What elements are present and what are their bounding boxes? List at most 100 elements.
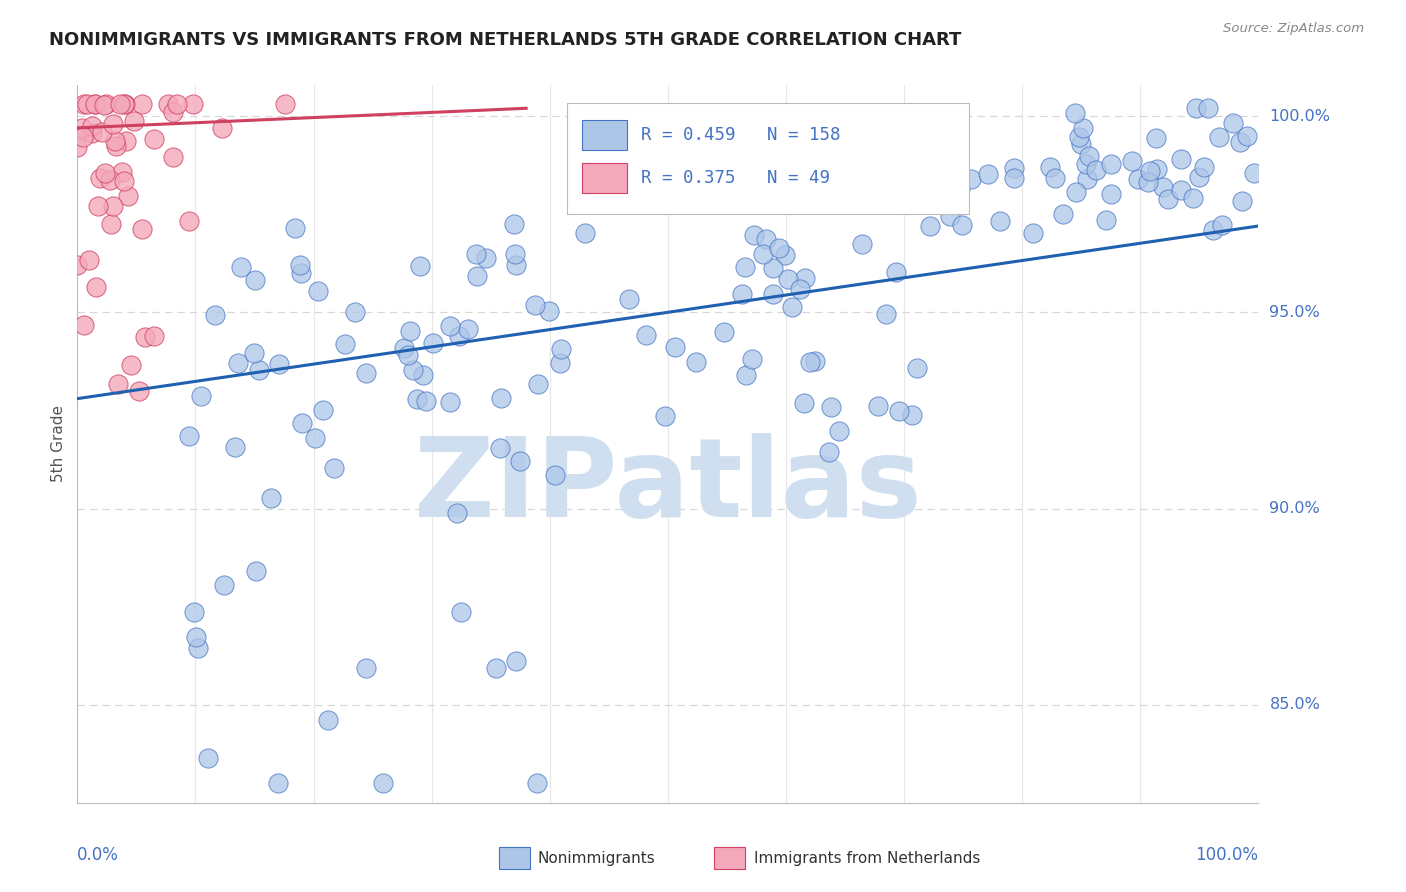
Point	[77, 253, 100, 268]
Point	[1076, 157, 1098, 171]
Point	[183, 606, 205, 620]
Point	[179, 214, 201, 228]
Point	[415, 393, 437, 408]
Point	[527, 377, 550, 392]
Point	[114, 97, 136, 112]
Text: R = 0.459   N = 158: R = 0.459 N = 158	[641, 126, 841, 144]
Point	[773, 248, 796, 262]
Point	[105, 138, 128, 153]
Point	[101, 199, 124, 213]
Point	[84, 97, 107, 112]
Point	[762, 286, 785, 301]
Point	[1181, 191, 1204, 205]
Point	[789, 187, 811, 202]
Point	[1070, 136, 1092, 151]
Point	[1128, 171, 1150, 186]
Point	[474, 251, 496, 265]
Point	[1002, 161, 1025, 175]
Point	[98, 173, 121, 187]
Point	[1064, 185, 1087, 199]
Point	[354, 366, 377, 380]
Point	[1188, 169, 1211, 184]
Point	[93, 97, 115, 112]
Point	[804, 354, 827, 368]
Point	[538, 304, 561, 318]
Point	[772, 112, 794, 126]
Point	[112, 173, 135, 187]
Point	[617, 292, 640, 306]
Point	[101, 117, 124, 131]
Text: Source: ZipAtlas.com: Source: ZipAtlas.com	[1223, 22, 1364, 36]
Point	[177, 429, 200, 443]
Point	[392, 341, 415, 355]
Point	[316, 714, 339, 728]
Y-axis label: 5th Grade: 5th Grade	[51, 405, 66, 483]
Point	[89, 171, 111, 186]
Point	[131, 222, 153, 236]
Point	[1202, 223, 1225, 237]
Point	[949, 182, 972, 196]
Point	[526, 776, 548, 790]
Point	[734, 260, 756, 275]
Point	[823, 165, 845, 179]
Point	[1136, 175, 1159, 189]
Point	[735, 368, 758, 383]
Point	[505, 259, 527, 273]
Point	[112, 97, 135, 112]
Point	[267, 776, 290, 790]
Point	[245, 273, 267, 287]
Point	[524, 298, 547, 312]
Point	[685, 355, 707, 369]
Text: 0.0%: 0.0%	[77, 846, 120, 863]
Point	[66, 258, 89, 272]
Point	[544, 468, 567, 483]
Point	[115, 134, 138, 148]
Point	[284, 220, 307, 235]
Point	[741, 352, 763, 367]
Point	[343, 304, 366, 318]
Point	[1192, 161, 1215, 175]
Point	[197, 750, 219, 764]
Point	[1077, 149, 1099, 163]
Point	[107, 376, 129, 391]
FancyBboxPatch shape	[568, 103, 969, 214]
Point	[162, 150, 184, 164]
Point	[755, 231, 778, 245]
Point	[1076, 171, 1098, 186]
Point	[1064, 105, 1087, 120]
Point	[799, 355, 821, 369]
Point	[70, 120, 93, 135]
Text: 85.0%: 85.0%	[1270, 698, 1320, 712]
Point	[776, 272, 799, 286]
Point	[465, 247, 488, 261]
Point	[308, 285, 330, 299]
Point	[66, 140, 89, 154]
Point	[288, 258, 311, 272]
Point	[406, 392, 429, 406]
Point	[1230, 194, 1253, 209]
Point	[1229, 136, 1251, 150]
Point	[574, 226, 596, 240]
Point	[304, 431, 326, 445]
Point	[100, 217, 122, 231]
Point	[1170, 152, 1192, 166]
Text: Immigrants from Netherlands: Immigrants from Netherlands	[754, 851, 980, 865]
Point	[465, 268, 488, 283]
Point	[868, 399, 890, 413]
Point	[768, 241, 790, 255]
Point	[1067, 129, 1090, 144]
Point	[950, 218, 973, 232]
Point	[247, 363, 270, 377]
Point	[1243, 166, 1265, 180]
Point	[1139, 163, 1161, 178]
Point	[267, 357, 290, 371]
Point	[887, 403, 910, 417]
Point	[1170, 182, 1192, 196]
Point	[446, 506, 468, 520]
Point	[72, 130, 94, 145]
Point	[831, 182, 853, 196]
Point	[457, 322, 479, 336]
Point	[166, 97, 188, 112]
Point	[1022, 226, 1045, 240]
Point	[942, 168, 965, 182]
